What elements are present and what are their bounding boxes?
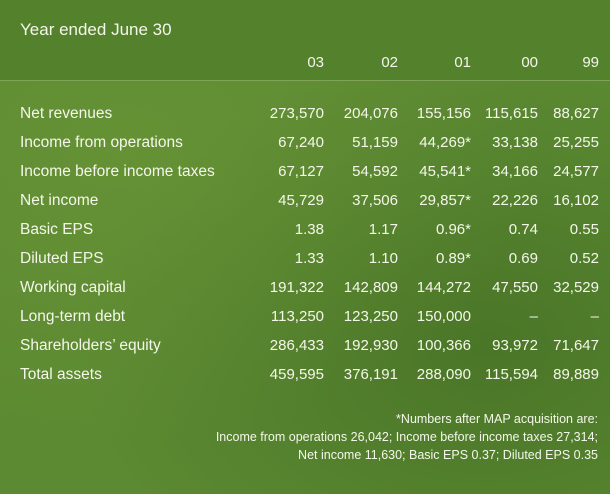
table-cell: 45,729	[278, 192, 324, 209]
table-cell: 0.55	[569, 221, 599, 238]
table-cell: 37,506	[352, 192, 398, 209]
row-label: Basic EPS	[20, 221, 94, 238]
table-cell: 115,615	[484, 105, 538, 122]
table-row: Basic EPS 1.38 1.17 0.96* 0.74 0.55	[0, 221, 610, 250]
row-label: Diluted EPS	[20, 250, 104, 267]
table-cell: 25,255	[553, 134, 599, 151]
table-cell: 54,592	[352, 163, 398, 180]
table-cell: 16,102	[553, 192, 599, 209]
table-cell: 93,972	[492, 337, 538, 354]
table-title: Year ended June 30	[20, 20, 172, 39]
table-row: Diluted EPS 1.33 1.10 0.89* 0.69 0.52	[0, 250, 610, 279]
header-band	[0, 0, 610, 81]
table-cell: 44,269*	[419, 134, 471, 151]
table-cell: 0.74	[508, 221, 538, 238]
footnote-line: *Numbers after MAP acquisition are:	[396, 412, 598, 426]
table-cell: 89,889	[553, 366, 599, 383]
table-cell: 0.52	[569, 250, 599, 267]
table-cell: 204,076	[343, 105, 398, 122]
table-cell: 0.96*	[435, 221, 471, 238]
table-cell: 192,930	[343, 337, 398, 354]
table-cell: 22,226	[492, 192, 538, 209]
table-cell: 123,250	[343, 308, 398, 325]
table-row: Net revenues 273,570 204,076 155,156 115,615…	[0, 105, 610, 134]
table-cell: 29,857*	[419, 192, 471, 209]
table-cell: –	[529, 308, 538, 325]
table-cell: 115,594	[484, 366, 538, 383]
table-cell: 150,000	[416, 308, 471, 325]
row-label: Long-term debt	[20, 308, 126, 325]
row-label: Income before income taxes	[20, 163, 215, 180]
table-row: Long-term debt 113,250 123,250 150,000 – –	[0, 308, 610, 337]
table-cell: 142,809	[343, 279, 398, 296]
table-cell: 100,366	[416, 337, 471, 354]
year-header: 03	[307, 54, 324, 71]
table-row: Shareholders’ equity 286,433 192,930 100,36…	[0, 337, 610, 366]
footnote-line: Net income 11,630; Basic EPS 0.37; Dilut…	[298, 448, 598, 462]
year-header: 01	[454, 54, 471, 71]
table-cell: 155,156	[416, 105, 471, 122]
table-cell: 113,250	[270, 308, 324, 325]
table-cell: 376,191	[343, 366, 398, 383]
table-cell: 1.17	[368, 221, 398, 238]
row-label: Shareholders’ equity	[20, 337, 161, 354]
table-cell: –	[590, 308, 599, 325]
table-cell: 32,529	[553, 279, 599, 296]
table-row: Net income 45,729 37,506 29,857* 22,226 16,10…	[0, 192, 610, 221]
row-label: Income from operations	[20, 134, 183, 151]
table-cell: 1.38	[294, 221, 324, 238]
table-cell: 1.33	[294, 250, 324, 267]
table-cell: 88,627	[553, 105, 599, 122]
year-header: 99	[582, 54, 599, 71]
table-cell: 459,595	[269, 366, 324, 383]
table-cell: 288,090	[416, 366, 471, 383]
table-cell: 24,577	[553, 163, 599, 180]
row-label: Net revenues	[20, 105, 113, 122]
table-cell: 191,322	[269, 279, 324, 296]
table-cell: 34,166	[492, 163, 538, 180]
table-cell: 144,272	[416, 279, 471, 296]
row-label: Working capital	[20, 279, 126, 296]
table-cell: 51,159	[352, 134, 398, 151]
footnote-line: Income from operations 26,042; Income be…	[215, 430, 598, 444]
table-cell: 33,138	[492, 134, 538, 151]
table-cell: 286,433	[269, 337, 324, 354]
footnote: *Numbers after MAP acquisition are: Inco…	[216, 410, 598, 464]
table-cell: 273,570	[269, 105, 324, 122]
table-cell: 47,550	[492, 279, 538, 296]
table-cell: 71,647	[553, 337, 599, 354]
year-header: 02	[381, 54, 398, 71]
table-cell: 67,127	[278, 163, 324, 180]
table-row: Income before income taxes 67,127 54,592 45…	[0, 163, 610, 192]
table-cell: 45,541*	[419, 163, 471, 180]
table-row: Total assets 459,595 376,191 288,090 115,594…	[0, 366, 610, 395]
table-row: Income from operations 67,240 51,159 44,269…	[0, 134, 610, 163]
table-cell: 67,240	[278, 134, 324, 151]
year-header: 00	[521, 54, 538, 71]
table-cell: 1.10	[368, 250, 398, 267]
table-row: Working capital 191,322 142,809 144,272 47,5…	[0, 279, 610, 308]
row-label: Total assets	[20, 366, 102, 383]
row-label: Net income	[20, 192, 99, 209]
table-cell: 0.89*	[435, 250, 471, 267]
table-cell: 0.69	[508, 250, 538, 267]
